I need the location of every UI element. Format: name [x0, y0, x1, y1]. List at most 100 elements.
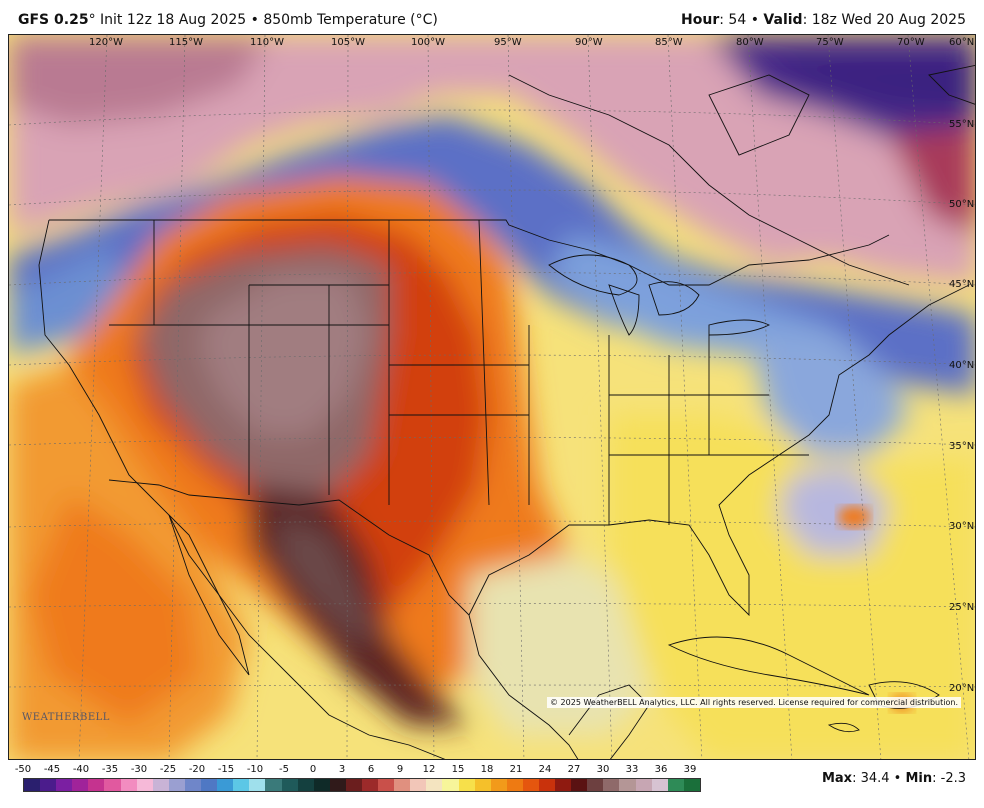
color-bin [506, 779, 523, 791]
scale-tick-label: 3 [338, 764, 346, 775]
color-bin [361, 779, 379, 791]
color-bin [587, 779, 604, 791]
lon-label: 105°W [331, 37, 365, 48]
map-title: GFS 0.25° Init 12z 18 Aug 2025 • 850mb T… [18, 12, 438, 28]
lat-label: 20°N [949, 683, 974, 694]
valid-value: : 18z Wed 20 Aug 2025 [802, 12, 966, 28]
color-bin [249, 779, 266, 791]
color-bin [184, 779, 202, 791]
scale-tick-label: 39 [683, 764, 697, 775]
scale-tick-label: 36 [654, 764, 668, 775]
scale-tick-label: -40 [72, 764, 90, 775]
color-bin [136, 779, 153, 791]
color-bin [442, 779, 459, 791]
political-borders [38, 64, 975, 759]
scale-tick-label: -20 [188, 764, 206, 775]
title-bullet: • [250, 12, 259, 28]
forecast-time: Hour: 54 • Valid: 18z Wed 20 Aug 2025 [681, 12, 966, 28]
color-bin [329, 779, 346, 791]
lon-label: 115°W [169, 37, 203, 48]
lon-label: 70°W [897, 37, 925, 48]
color-bin [522, 779, 539, 791]
lon-label: 120°W [89, 37, 123, 48]
color-bin [345, 779, 362, 791]
max-label: Max [821, 771, 853, 786]
color-bin [265, 779, 282, 791]
color-bin [603, 779, 620, 791]
lat-label: 55°N [949, 119, 974, 130]
scale-tick-label: -45 [43, 764, 61, 775]
hour-label: Hour [681, 12, 720, 28]
lon-label: 100°W [411, 37, 445, 48]
color-bin [313, 779, 330, 791]
max-min-readout: Max: 34.4 • Min: -2.3 [822, 771, 966, 786]
color-bin [104, 779, 121, 791]
scale-tick-label: 12 [422, 764, 436, 775]
lon-label: 80°W [736, 37, 764, 48]
lon-label: 85°W [655, 37, 683, 48]
color-bin [571, 779, 588, 791]
color-bin [667, 779, 684, 791]
valid-label: Valid [763, 12, 803, 28]
color-bin [152, 779, 169, 791]
scale-tick-label: 15 [451, 764, 465, 775]
color-bin [120, 779, 137, 791]
color-bin [539, 779, 556, 791]
scale-tick-label: -5 [279, 764, 289, 775]
lat-label: 25°N [949, 602, 974, 613]
map-canvas: 120°W 115°W 110°W 105°W 100°W 95°W 90°W … [9, 35, 975, 759]
color-bin [683, 779, 700, 791]
scale-tick-label: 33 [625, 764, 639, 775]
init-time: Init 12z 18 Aug 2025 [100, 12, 247, 28]
scale-tick-label: -50 [14, 764, 32, 775]
color-bin [88, 779, 105, 791]
scale-tick-label: -35 [101, 764, 119, 775]
scale-tick-label: 6 [367, 764, 375, 775]
scale-tick-label: 27 [567, 764, 581, 775]
lon-label: 75°W [816, 37, 844, 48]
scale-tick-label: 21 [509, 764, 523, 775]
lat-label: 60°N [949, 37, 974, 48]
scale-labels: -50 -45 -40 -35 -30 -25 -20 -15 -10 -5 0 3 6 9 12 15 18 2… [14, 764, 704, 778]
color-bin [217, 779, 234, 791]
lat-label: 40°N [949, 360, 974, 371]
color-bin [72, 779, 89, 791]
max-value: : 34.4 • [852, 771, 906, 786]
longitude-labels: 120°W 115°W 110°W 105°W 100°W 95°W 90°W … [89, 37, 974, 48]
color-bin [56, 779, 73, 791]
scale-tick-label: -30 [130, 764, 148, 775]
color-bin [410, 779, 427, 791]
color-bin [555, 779, 572, 791]
degree-symbol: ° [88, 12, 96, 28]
hour-value: : 54 [719, 12, 747, 28]
color-bin [297, 779, 314, 791]
lat-label: 35°N [949, 441, 974, 452]
field-name: 850mb Temperature (°C) [263, 12, 438, 28]
lat-label: 50°N [949, 199, 974, 210]
scale-tick-label: 18 [480, 764, 494, 775]
color-bin [233, 779, 250, 791]
copyright-notice: © 2025 WeatherBELL Analytics, LLC. All r… [547, 697, 961, 708]
color-bin [378, 779, 395, 791]
scale-tick-label: 0 [309, 764, 317, 775]
scale-tick-label: -10 [246, 764, 264, 775]
min-value: : -2.3 [932, 771, 966, 786]
scale-tick-label: 9 [396, 764, 404, 775]
color-bin [619, 779, 636, 791]
map-header: GFS 0.25° Init 12z 18 Aug 2025 • 850mb T… [0, 0, 984, 34]
color-scale: -50 -45 -40 -35 -30 -25 -20 -15 -10 -5 0 3 6 9 12 15 18 2… [14, 764, 704, 804]
color-bin [281, 779, 298, 791]
temperature-map[interactable]: 120°W 115°W 110°W 105°W 100°W 95°W 90°W … [8, 34, 976, 760]
scale-tick-label: 24 [538, 764, 552, 775]
lon-label: 90°W [575, 37, 603, 48]
lon-label: 110°W [250, 37, 284, 48]
lon-label: 95°W [494, 37, 522, 48]
color-bin [490, 779, 507, 791]
lat-label: 45°N [949, 279, 974, 290]
color-bin [24, 779, 41, 791]
latitude-labels: 55°N 50°N 45°N 40°N 35°N 30°N 25°N 20°N [949, 119, 974, 694]
scale-tick-label: 30 [596, 764, 610, 775]
temperature-shading [9, 35, 975, 759]
graticule [9, 35, 975, 759]
color-bin [635, 779, 652, 791]
